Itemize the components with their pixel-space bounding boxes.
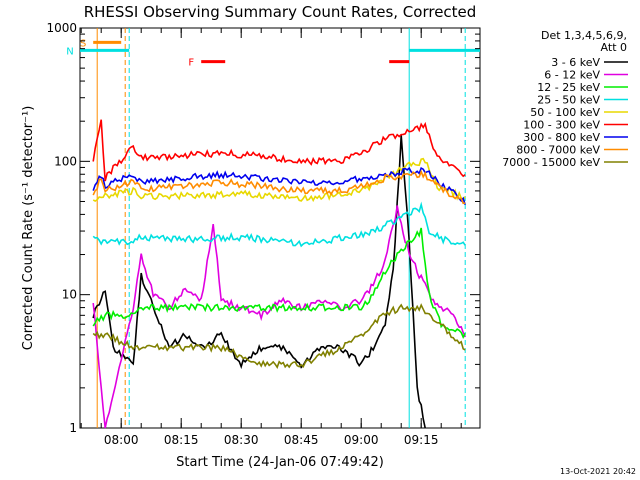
legend-label: 6 - 12 keV	[544, 69, 600, 82]
legend-label: 50 - 100 keV	[530, 106, 600, 119]
chart-title: RHESSI Observing Summary Count Rates, Co…	[84, 3, 477, 21]
y-axis-label: Corrected Count Rate (s⁻¹ detector⁻¹)	[21, 106, 36, 351]
series-line	[92, 157, 466, 203]
x-tick-label: 08:30	[224, 433, 259, 447]
series-line	[92, 303, 466, 369]
x-axis-label: Start Time (24-Jan-06 07:49:42)	[176, 455, 384, 470]
x-tick-label: 09:00	[344, 433, 379, 447]
annotation-label: S	[80, 38, 86, 49]
series-line	[92, 135, 426, 429]
legend-label: 12 - 25 keV	[537, 81, 600, 94]
series-line	[92, 205, 466, 429]
legend-label: 100 - 300 keV	[523, 119, 600, 132]
plot-frame	[79, 27, 481, 429]
series-line	[92, 169, 466, 205]
annotation-label: F	[188, 58, 194, 69]
legend-label: 25 - 50 keV	[537, 94, 600, 107]
y-tick-label: 10	[62, 288, 77, 302]
legend-label: 800 - 7000 keV	[516, 144, 600, 157]
legend-label: 300 - 800 keV	[523, 131, 600, 144]
x-tick-label: 08:45	[284, 433, 319, 447]
series-line	[92, 201, 466, 248]
annotations-layer: SN F	[66, 28, 480, 428]
legend-label: 7000 - 15000 keV	[502, 156, 600, 169]
series-line	[92, 227, 466, 339]
legend-label: 3 - 6 keV	[551, 56, 600, 69]
legend-header-line-2: Att 0	[601, 41, 627, 54]
footer-date: 13-Oct-2021 20:42	[560, 467, 636, 476]
series-line	[92, 166, 466, 205]
y-tick-label: 100	[54, 154, 77, 168]
x-tick-label: 08:00	[104, 433, 139, 447]
series-layer	[92, 119, 466, 429]
x-tick-label: 08:15	[164, 433, 199, 447]
axes-layer: 1 10 100 1000 08:00 08:15 08:30 08:45 09:00 09:15	[46, 21, 480, 447]
series-line	[92, 119, 466, 182]
legend-header-line-1: Det 1,3,4,5,6,9,	[541, 29, 627, 42]
y-tick-label: 1	[69, 421, 77, 435]
y-tick-label: 1000	[46, 21, 77, 35]
x-tick-label: 09:15	[404, 433, 439, 447]
annotation-label: N	[66, 46, 73, 57]
